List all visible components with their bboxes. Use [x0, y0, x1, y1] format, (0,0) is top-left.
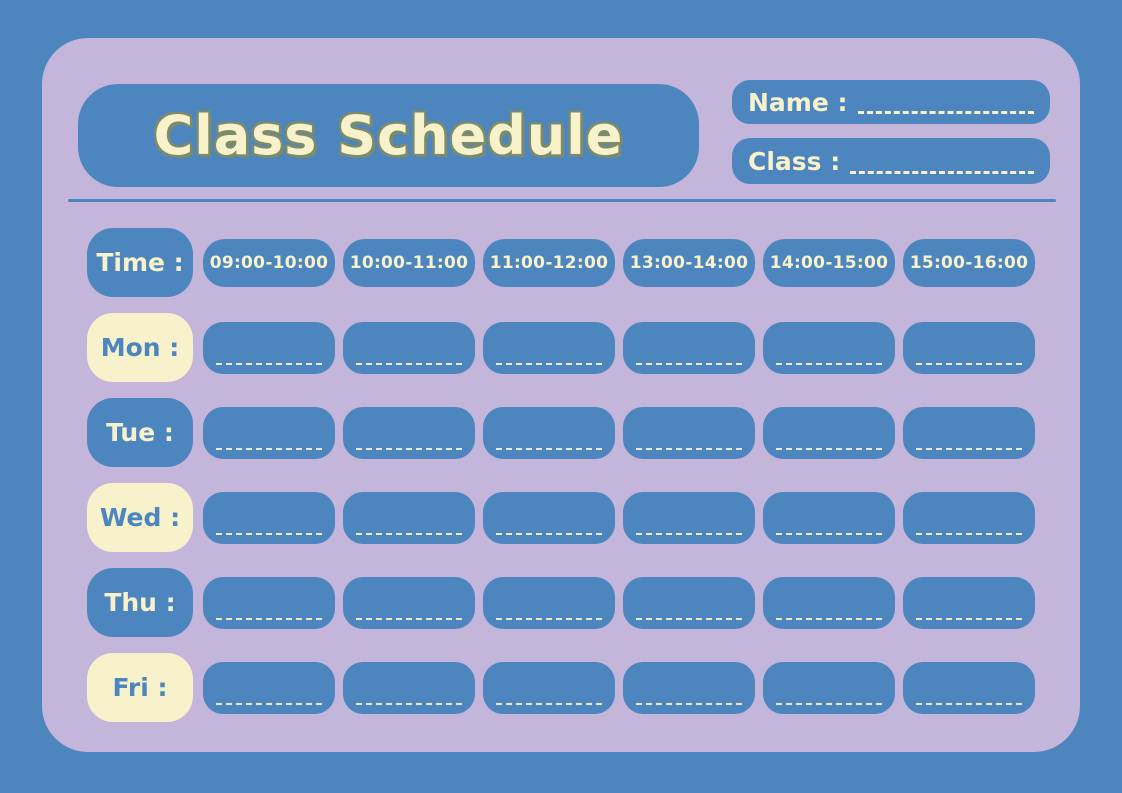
cell-write-line [916, 617, 1022, 620]
day-label-mon: Mon : [87, 313, 193, 382]
cell-write-line [356, 362, 462, 365]
header-divider [68, 199, 1056, 202]
time-slot-1: 09:00-10:00 [203, 238, 335, 287]
time-slot-4: 13:00-14:00 [623, 238, 755, 287]
schedule-cell[interactable] [343, 491, 475, 544]
schedule-cell[interactable] [483, 406, 615, 459]
cell-write-line [636, 702, 742, 705]
schedule-cell[interactable] [903, 406, 1035, 459]
schedule-cell[interactable] [203, 406, 335, 459]
cell-write-line [356, 702, 462, 705]
name-label: Name : [748, 87, 848, 117]
cell-write-line [916, 362, 1022, 365]
cell-write-line [776, 447, 882, 450]
cell-write-line [216, 532, 322, 535]
cell-write-line [496, 447, 602, 450]
schedule-cell[interactable] [483, 321, 615, 374]
cell-write-line [636, 362, 742, 365]
cell-write-line [356, 447, 462, 450]
schedule-cell[interactable] [763, 491, 895, 544]
schedule-cell[interactable] [343, 406, 475, 459]
day-row-thu: Thu : [87, 568, 1035, 637]
schedule-cell[interactable] [483, 576, 615, 629]
day-label-wed: Wed : [87, 483, 193, 552]
day-cells-thu [203, 568, 1035, 637]
time-slot-2: 10:00-11:00 [343, 238, 475, 287]
time-slot-6: 15:00-16:00 [903, 238, 1035, 287]
cell-write-line [496, 362, 602, 365]
cell-write-line [636, 617, 742, 620]
name-field[interactable]: Name : [732, 80, 1050, 124]
schedule-cell[interactable] [903, 321, 1035, 374]
day-row-mon: Mon : [87, 313, 1035, 382]
title-box: Class Schedule [78, 84, 699, 187]
day-row-wed: Wed : [87, 483, 1035, 552]
cell-write-line [776, 362, 882, 365]
class-write-line[interactable] [850, 148, 1034, 174]
cell-write-line [496, 617, 602, 620]
cell-write-line [356, 617, 462, 620]
schedule-cell[interactable] [623, 491, 755, 544]
day-label-fri: Fri : [87, 653, 193, 722]
day-cells-wed [203, 483, 1035, 552]
cell-write-line [216, 447, 322, 450]
cell-write-line [776, 617, 882, 620]
cell-write-line [776, 532, 882, 535]
schedule-cell[interactable] [623, 406, 755, 459]
schedule-cell[interactable] [903, 491, 1035, 544]
cell-write-line [916, 532, 1022, 535]
time-slot-cells: 09:00-10:00 10:00-11:00 11:00-12:00 13:0… [203, 228, 1035, 297]
schedule-cell[interactable] [203, 491, 335, 544]
time-slot-5: 14:00-15:00 [763, 238, 895, 287]
schedule-cell[interactable] [203, 576, 335, 629]
page-title: Class Schedule [153, 104, 624, 167]
schedule-cell[interactable] [623, 661, 755, 714]
schedule-cell[interactable] [763, 321, 895, 374]
cell-write-line [496, 532, 602, 535]
schedule-cell[interactable] [903, 661, 1035, 714]
cell-write-line [356, 532, 462, 535]
day-row-fri: Fri : [87, 653, 1035, 722]
day-label-tue: Tue : [87, 398, 193, 467]
cell-write-line [916, 702, 1022, 705]
day-cells-fri [203, 653, 1035, 722]
day-label-thu: Thu : [87, 568, 193, 637]
schedule-cell[interactable] [343, 661, 475, 714]
cell-write-line [216, 617, 322, 620]
schedule-cell[interactable] [343, 321, 475, 374]
schedule-cell[interactable] [623, 576, 755, 629]
day-cells-mon [203, 313, 1035, 382]
class-field[interactable]: Class : [732, 138, 1050, 184]
day-row-tue: Tue : [87, 398, 1035, 467]
schedule-cell[interactable] [203, 661, 335, 714]
schedule-cell[interactable] [343, 576, 475, 629]
schedule-cell[interactable] [623, 321, 755, 374]
schedule-cell[interactable] [483, 661, 615, 714]
schedule-cell[interactable] [763, 661, 895, 714]
class-label: Class : [748, 146, 841, 176]
time-header-row: Time : 09:00-10:00 10:00-11:00 11:00-12:… [87, 228, 1035, 297]
cell-write-line [636, 532, 742, 535]
schedule-cell[interactable] [203, 321, 335, 374]
schedule-grid: Time : 09:00-10:00 10:00-11:00 11:00-12:… [87, 228, 1035, 722]
cell-write-line [636, 447, 742, 450]
schedule-cell[interactable] [763, 406, 895, 459]
cell-write-line [496, 702, 602, 705]
schedule-cell[interactable] [903, 576, 1035, 629]
cell-write-line [216, 702, 322, 705]
time-slot-3: 11:00-12:00 [483, 238, 615, 287]
cell-write-line [216, 362, 322, 365]
schedule-card: Class Schedule Name : Class : Time : 09:… [42, 38, 1080, 752]
name-write-line[interactable] [857, 90, 1034, 115]
day-cells-tue [203, 398, 1035, 467]
time-label: Time : [87, 228, 193, 297]
cell-write-line [776, 702, 882, 705]
cell-write-line [916, 447, 1022, 450]
schedule-cell[interactable] [483, 491, 615, 544]
schedule-cell[interactable] [763, 576, 895, 629]
